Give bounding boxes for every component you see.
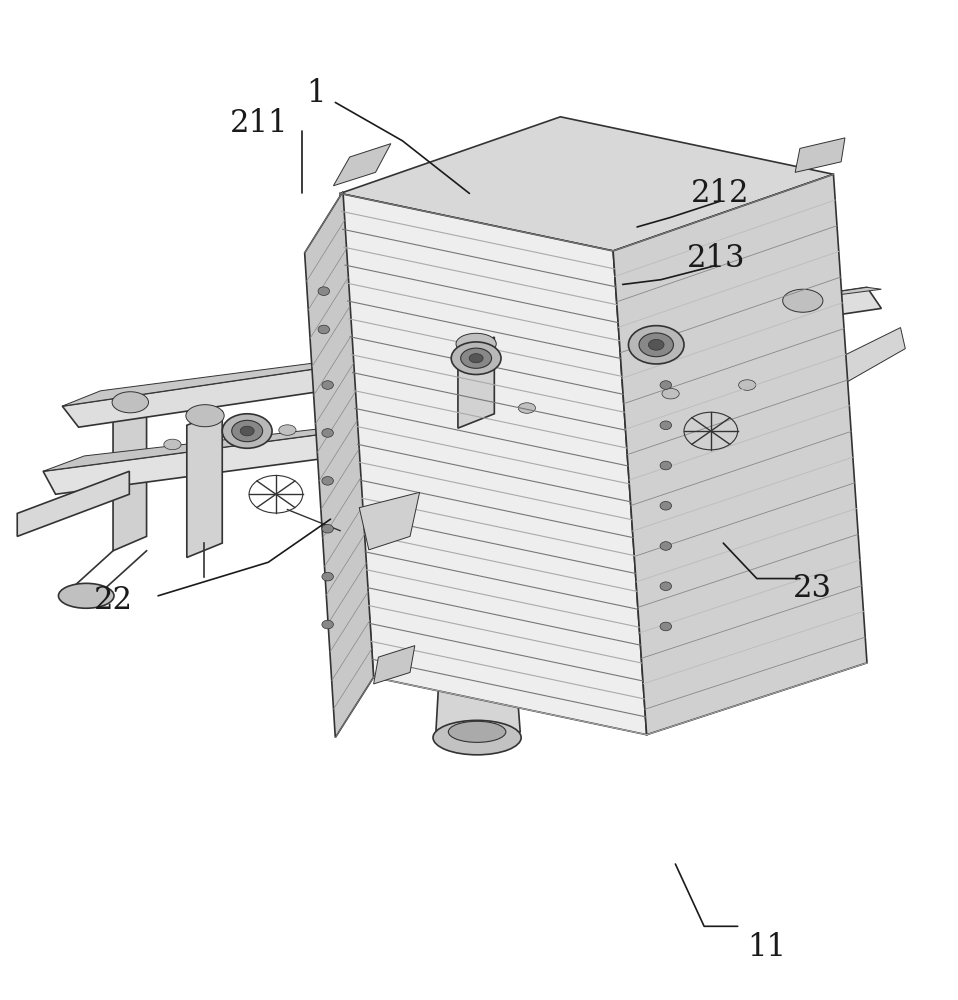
Text: 213: 213 bbox=[687, 243, 746, 274]
Ellipse shape bbox=[322, 381, 333, 389]
Ellipse shape bbox=[639, 333, 673, 357]
Ellipse shape bbox=[322, 620, 333, 629]
Polygon shape bbox=[43, 368, 832, 471]
Polygon shape bbox=[62, 287, 881, 406]
Polygon shape bbox=[43, 368, 832, 494]
Ellipse shape bbox=[456, 333, 496, 354]
Ellipse shape bbox=[662, 388, 679, 399]
Ellipse shape bbox=[783, 289, 823, 312]
Polygon shape bbox=[745, 387, 835, 648]
Text: 22: 22 bbox=[94, 585, 132, 616]
Ellipse shape bbox=[318, 287, 330, 295]
Ellipse shape bbox=[112, 392, 148, 413]
Polygon shape bbox=[187, 411, 222, 557]
Ellipse shape bbox=[660, 542, 672, 550]
Ellipse shape bbox=[232, 420, 262, 442]
Polygon shape bbox=[436, 414, 520, 732]
Ellipse shape bbox=[322, 524, 333, 533]
Ellipse shape bbox=[795, 633, 837, 648]
Polygon shape bbox=[340, 117, 833, 251]
Ellipse shape bbox=[322, 572, 333, 581]
Ellipse shape bbox=[518, 403, 536, 413]
Ellipse shape bbox=[433, 720, 521, 755]
Text: 23: 23 bbox=[793, 573, 832, 604]
Ellipse shape bbox=[222, 414, 272, 448]
Polygon shape bbox=[795, 138, 845, 172]
Ellipse shape bbox=[660, 501, 672, 510]
Ellipse shape bbox=[322, 477, 333, 485]
Ellipse shape bbox=[461, 348, 491, 368]
Polygon shape bbox=[62, 287, 881, 427]
Polygon shape bbox=[359, 492, 420, 550]
Ellipse shape bbox=[660, 421, 672, 430]
Polygon shape bbox=[333, 144, 391, 186]
Ellipse shape bbox=[649, 339, 664, 350]
Ellipse shape bbox=[240, 426, 254, 436]
Ellipse shape bbox=[469, 354, 483, 363]
Ellipse shape bbox=[164, 439, 181, 450]
Ellipse shape bbox=[451, 342, 501, 375]
Ellipse shape bbox=[58, 583, 114, 608]
Ellipse shape bbox=[279, 425, 296, 435]
Polygon shape bbox=[613, 174, 867, 735]
Ellipse shape bbox=[660, 381, 672, 389]
Ellipse shape bbox=[782, 632, 851, 659]
Polygon shape bbox=[374, 646, 415, 684]
Polygon shape bbox=[113, 397, 147, 551]
Ellipse shape bbox=[660, 622, 672, 631]
Polygon shape bbox=[819, 328, 905, 391]
Ellipse shape bbox=[660, 461, 672, 470]
Ellipse shape bbox=[318, 325, 330, 334]
Ellipse shape bbox=[660, 582, 672, 591]
Ellipse shape bbox=[322, 429, 333, 437]
Polygon shape bbox=[458, 337, 494, 428]
Ellipse shape bbox=[739, 380, 756, 390]
Polygon shape bbox=[340, 193, 647, 735]
Text: 11: 11 bbox=[747, 932, 786, 963]
Text: 1: 1 bbox=[307, 78, 326, 109]
Polygon shape bbox=[305, 192, 374, 738]
Text: 211: 211 bbox=[229, 108, 288, 139]
Polygon shape bbox=[17, 471, 129, 536]
Ellipse shape bbox=[448, 721, 506, 742]
Polygon shape bbox=[784, 293, 822, 443]
Ellipse shape bbox=[628, 326, 684, 364]
Text: 212: 212 bbox=[691, 178, 750, 209]
Ellipse shape bbox=[186, 405, 224, 427]
